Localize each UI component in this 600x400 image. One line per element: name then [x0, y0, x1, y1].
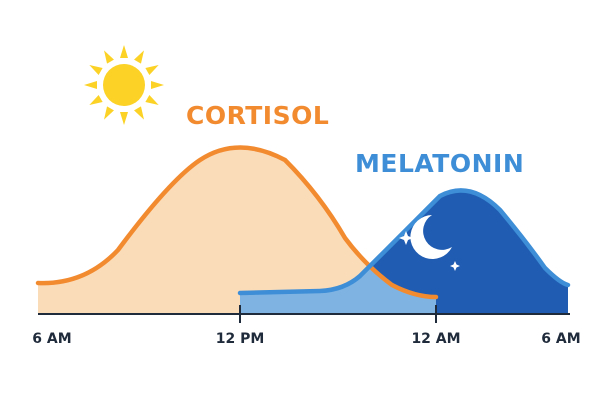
cortisol-label: CORTISOL [186, 101, 330, 130]
cortisol-curve [35, 145, 439, 300]
time-label-6am-end: 6 AM [541, 331, 581, 347]
crescent-moon-icon [410, 215, 452, 259]
star-icon [399, 231, 413, 245]
time-label-12pm: 12 PM [215, 331, 265, 347]
cortisol-area [38, 147, 436, 314]
melatonin-label: MELATONIN [355, 149, 525, 178]
melatonin-curve [237, 188, 571, 296]
sun-icon [84, 45, 164, 125]
star-icon [450, 261, 460, 271]
time-label-12am: 12 AM [411, 331, 461, 347]
time-label-6am-start: 6 AM [32, 331, 72, 347]
